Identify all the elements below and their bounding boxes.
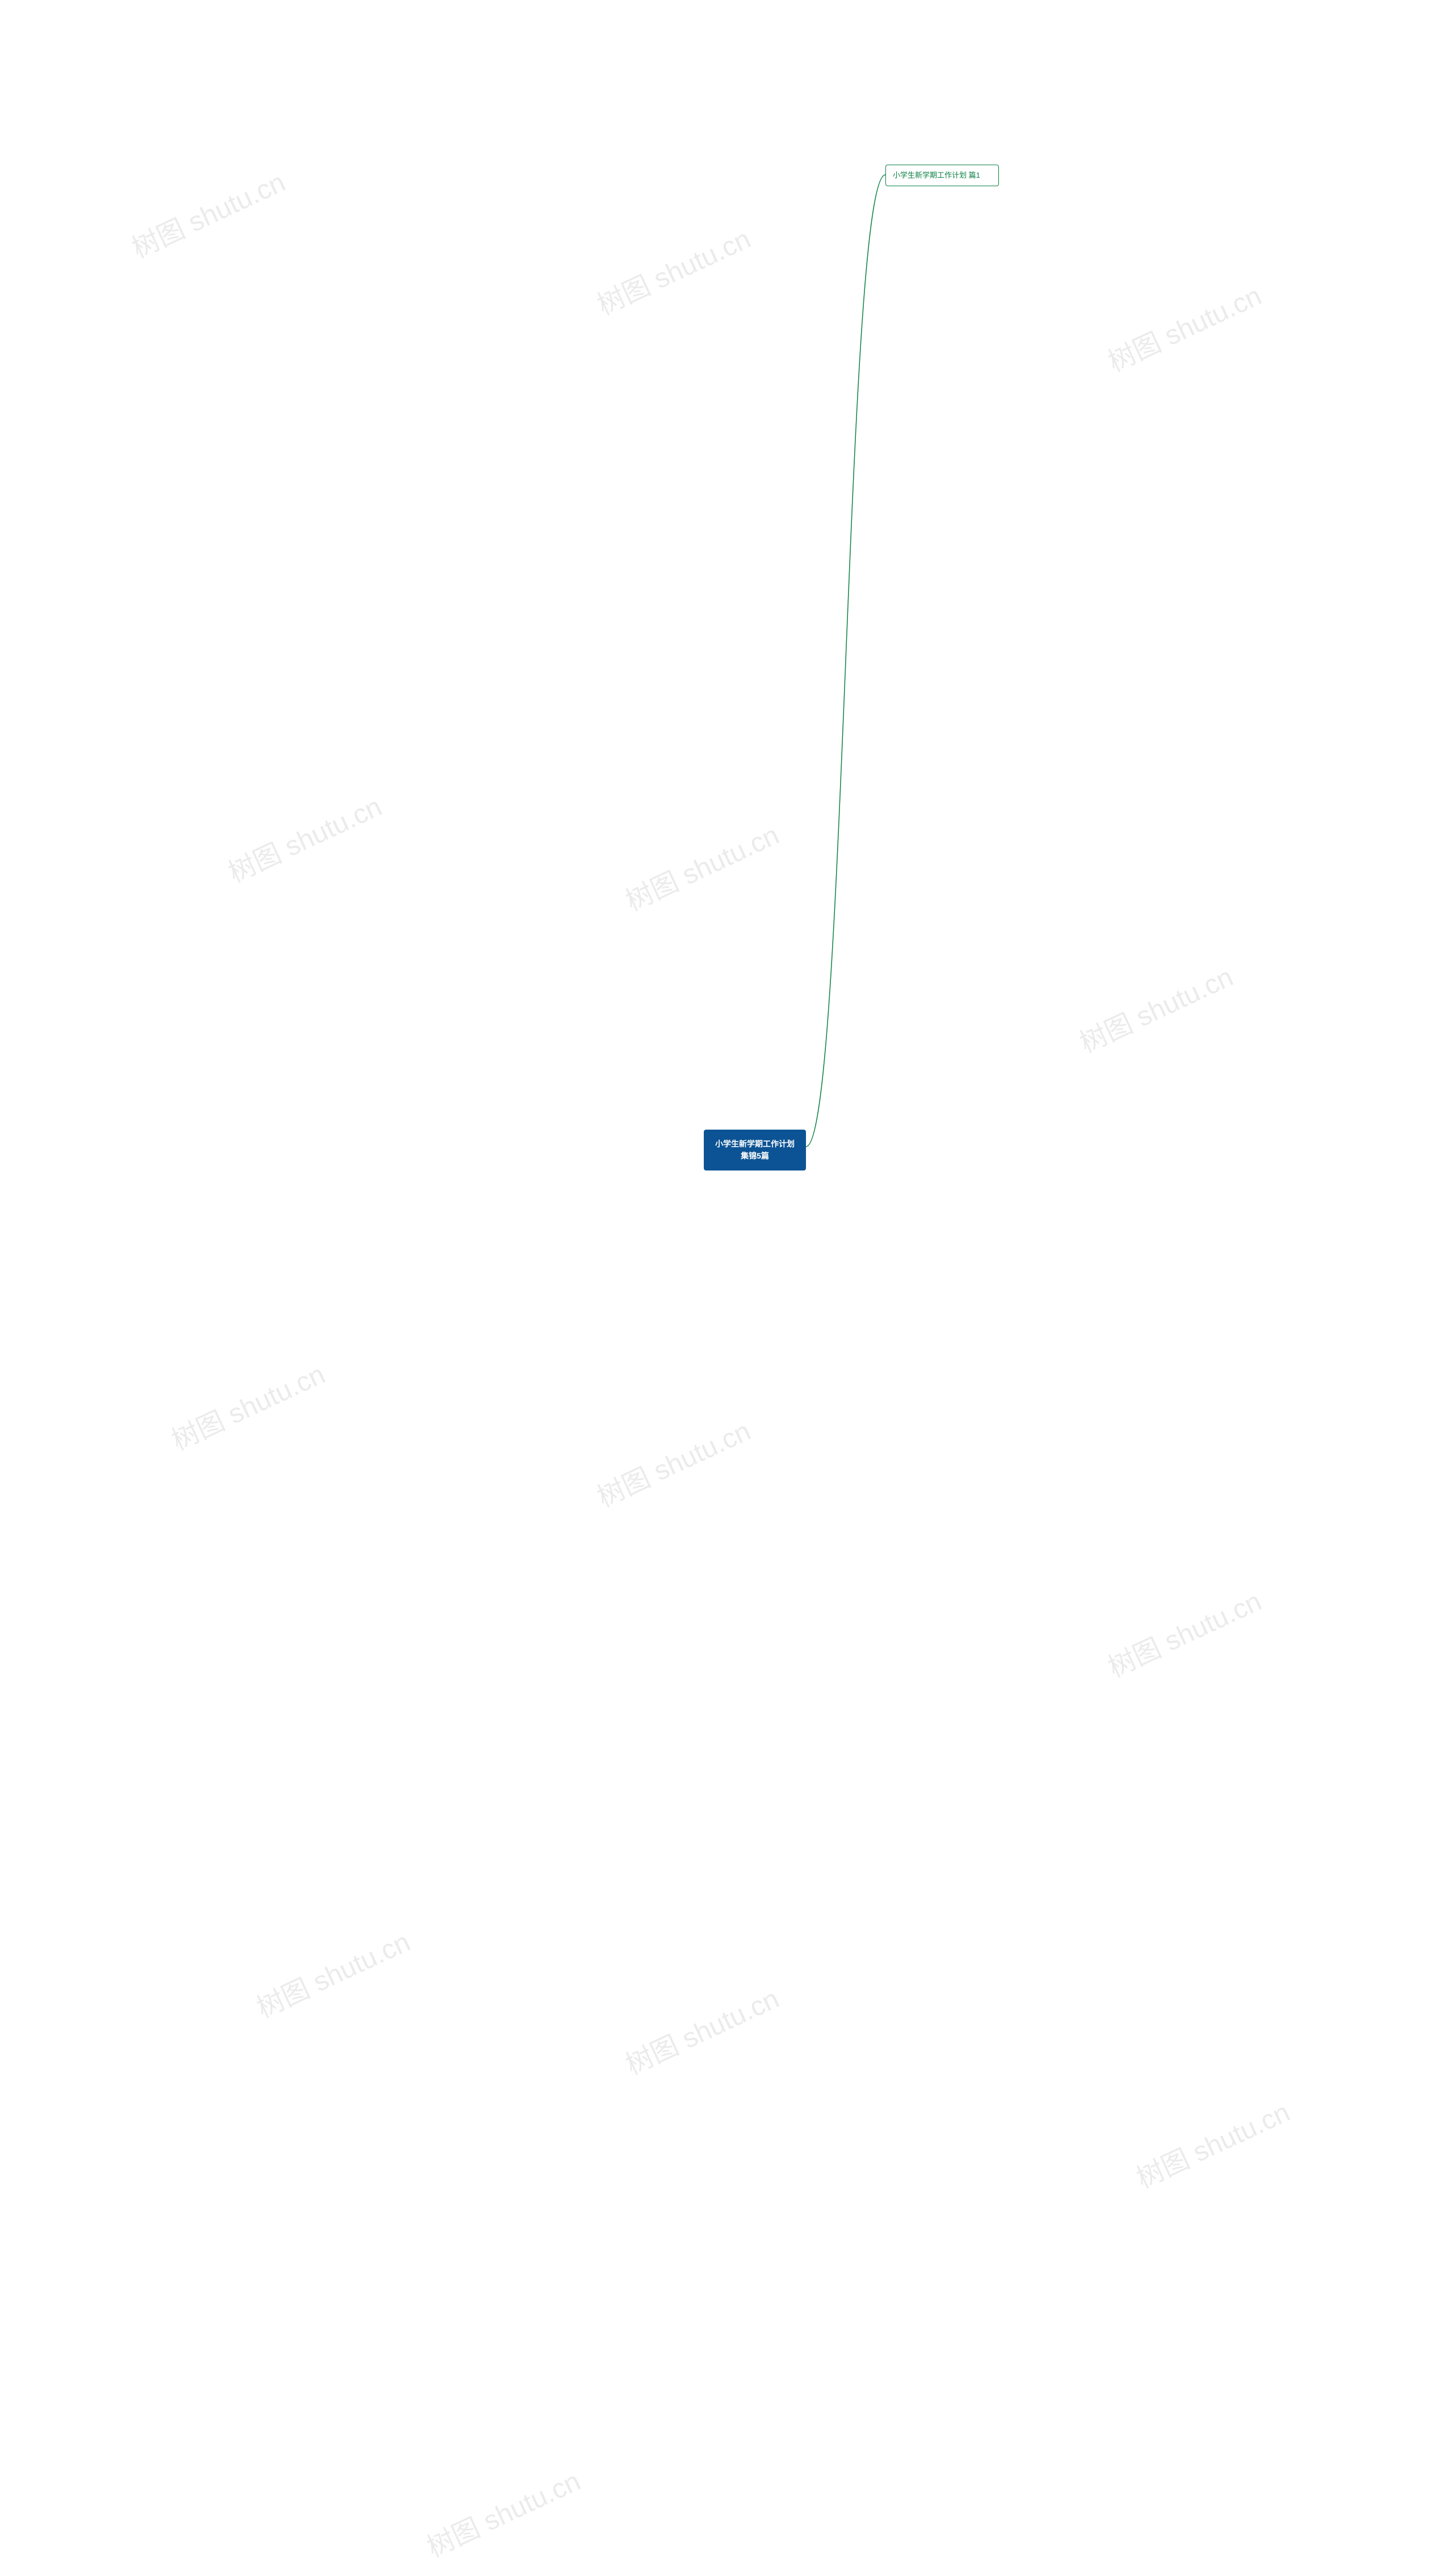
- watermark: 树图 shutu.cn: [590, 217, 756, 322]
- watermark: 树图 shutu.cn: [124, 160, 291, 266]
- watermark: 树图 shutu.cn: [1072, 955, 1238, 1060]
- watermark: 树图 shutu.cn: [164, 1352, 330, 1458]
- watermark: 树图 shutu.cn: [221, 784, 387, 890]
- mindmap-canvas: 小学生新学期工作计划集锦5篇树图 shutu.cn树图 shutu.cn树图 s…: [23, 23, 1430, 2553]
- watermark: 树图 shutu.cn: [1101, 274, 1267, 379]
- watermark: 树图 shutu.cn: [419, 2459, 586, 2565]
- watermark: 树图 shutu.cn: [618, 1977, 784, 2082]
- connector-lines: [23, 23, 1453, 2553]
- watermark: 树图 shutu.cn: [590, 1409, 756, 1514]
- branch-p1: 小学生新学期工作计划 篇1: [885, 165, 999, 186]
- watermark: 树图 shutu.cn: [1129, 2090, 1295, 2196]
- root-node: 小学生新学期工作计划集锦5篇: [704, 1130, 806, 1170]
- watermark: 树图 shutu.cn: [1101, 1579, 1267, 1685]
- watermark: 树图 shutu.cn: [618, 813, 784, 918]
- watermark: 树图 shutu.cn: [249, 1920, 415, 2025]
